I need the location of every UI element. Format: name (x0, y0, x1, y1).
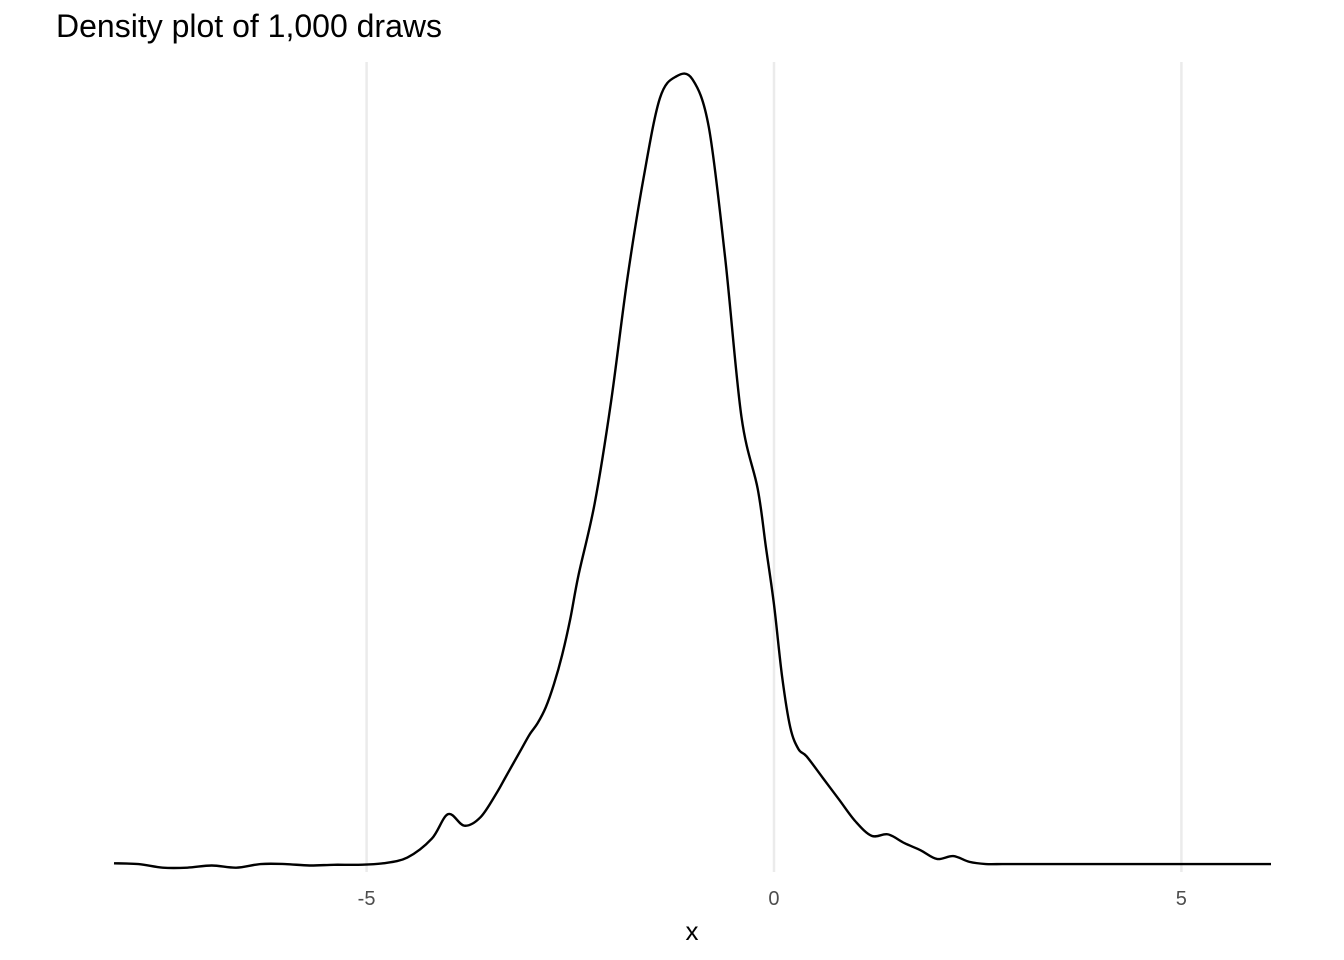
grid-lines (365, 62, 1183, 872)
density-line (113, 72, 1271, 870)
x-tick-label: 5 (1176, 888, 1187, 910)
series-layer (113, 72, 1271, 870)
chart-title: Density plot of 1,000 draws (56, 8, 442, 44)
x-tick-label: 0 (768, 888, 779, 910)
x-tick-labels: -5 0 5 (358, 888, 1187, 910)
x-tick-label: -5 (358, 888, 376, 910)
x-axis-label: x (686, 916, 699, 946)
